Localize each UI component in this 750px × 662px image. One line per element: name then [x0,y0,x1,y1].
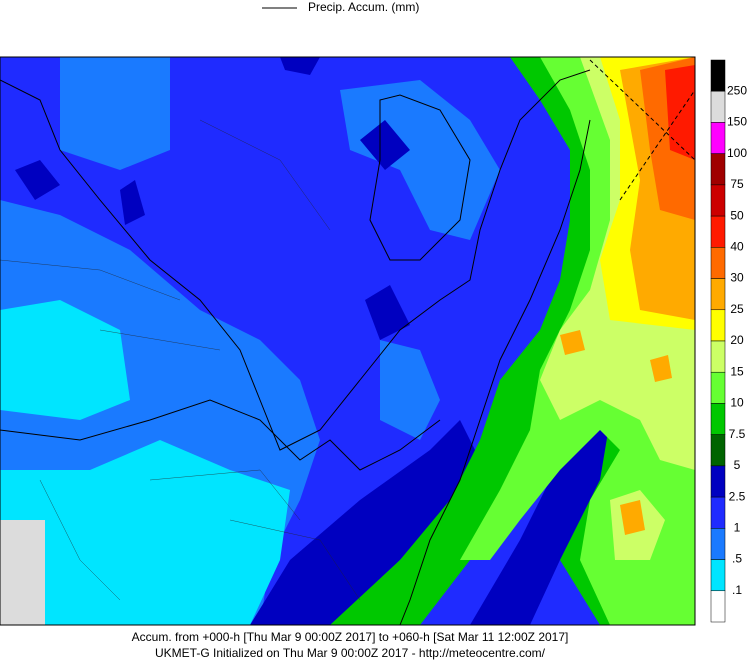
precip-zone [360,120,410,170]
colorbar: 250 150 100 75 50 40 30 25 20 15 10 7.5 5 2.5 1 .5 .1 [710,59,747,623]
colorbar-label: 40 [730,240,744,254]
colorbar-swatch [710,434,726,467]
colorbar-swatch [710,309,726,342]
coastline [369,94,471,261]
precip-zone [250,420,480,625]
border [0,399,441,471]
colorbar-swatch [710,340,726,373]
precip-zone [470,410,610,625]
precip-zone [650,355,672,382]
border [589,59,695,201]
map-frame [0,56,696,626]
colorbar-swatch [710,122,726,154]
colorbar-label: 150 [727,115,747,129]
colorbar-label: 10 [730,396,744,410]
colorbar-swatch [710,90,726,123]
coastline [0,69,591,451]
footer-line: UKMET-G Initialized on Thu Mar 9 00:00Z … [155,646,546,660]
colorbar-swatch [710,247,726,279]
precip-zone [60,57,170,170]
colorbar-label: 250 [727,83,747,97]
colorbar-swatch [710,465,726,498]
colorbar-label: 2.5 [729,489,746,503]
colorbar-swatch [710,59,726,92]
precip-zone [380,340,440,440]
colorbar-label: 7.5 [729,427,746,441]
colorbar-swatch [710,496,726,529]
map [0,56,696,626]
border [0,119,361,601]
precip-zone [560,330,585,355]
precip-zone [620,500,645,535]
coastline [399,119,591,625]
colorbar-label: 50 [730,208,744,222]
colorbar-label: 5 [734,458,741,472]
colorbar-label: 15 [730,364,744,378]
colorbar-swatch [710,278,726,311]
colorbar-label: .5 [732,552,742,566]
colorbar-swatch [710,590,726,623]
colorbar-swatch [710,528,726,560]
colorbar-label: 30 [730,271,744,285]
precip-zone [0,300,130,420]
precip-zone [365,285,410,340]
colorbar-label: 75 [730,177,744,191]
precip-zone [0,440,290,625]
legend-title: Precip. Accum. (mm) [308,0,419,14]
colorbar-label: 100 [727,146,747,160]
precip-zone [15,160,60,200]
colorbar-swatch [710,371,726,404]
colorbar-swatch [710,153,726,186]
footer-line: Accum. from +000-h [Thu Mar 9 00:00Z 201… [132,630,569,644]
colorbar-label: 1 [734,521,741,535]
colorbar-swatch [710,184,726,217]
colorbar-swatch [710,215,726,248]
colorbar-swatch [710,559,726,592]
colorbar-label: 25 [730,302,744,316]
precip-zone [280,57,320,75]
no-data-zone [0,520,45,625]
colorbar-label: 20 [730,333,744,347]
colorbar-swatch [710,403,726,435]
precip-zone [120,180,145,225]
colorbar-label: .1 [732,583,742,597]
